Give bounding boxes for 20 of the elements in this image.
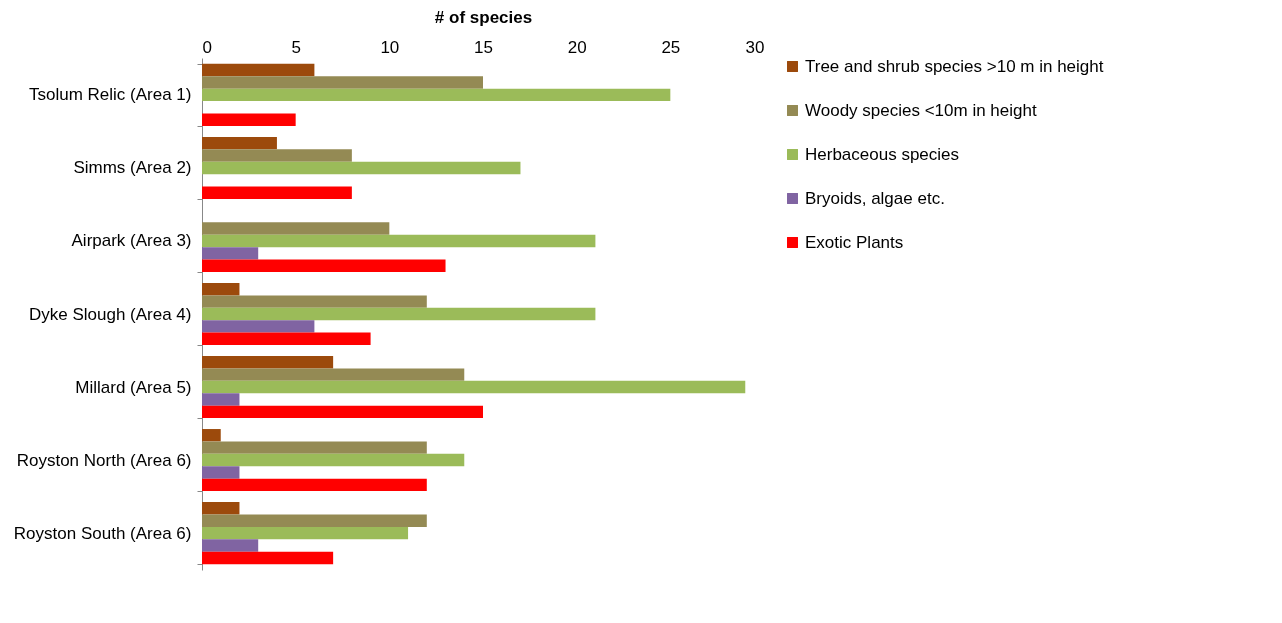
x-axis-title: # of species	[434, 7, 533, 27]
y-tick-label: Royston North (Area 6)	[16, 450, 192, 470]
x-tick-label: 0	[202, 37, 212, 57]
legend-label: Herbaceous species	[805, 144, 960, 164]
x-tick-label: 10	[380, 37, 400, 57]
y-tick-label: Millard (Area 5)	[75, 377, 192, 397]
y-tick-label: Royston South (Area 6)	[13, 523, 192, 543]
legend-label: Tree and shrub species >10 m in height	[805, 56, 1104, 76]
legend-label: Bryoids, algae etc.	[805, 188, 945, 208]
y-tick-label: Simms (Area 2)	[73, 158, 192, 178]
x-tick-label: 30	[745, 37, 765, 57]
x-tick-label: 15	[474, 37, 493, 57]
x-tick-label: 20	[567, 37, 587, 57]
x-tick-label: 25	[661, 37, 681, 57]
legend-label: Woody species <10m in height	[805, 100, 1037, 120]
y-tick-label: Dyke Slough (Area 4)	[28, 304, 192, 324]
legend-label: Exotic Plants	[805, 232, 904, 252]
y-tick-label: Tsolum Relic (Area 1)	[29, 85, 192, 105]
x-tick-label: 5	[291, 37, 301, 57]
y-tick-label: Airpark (Area 3)	[71, 231, 192, 251]
